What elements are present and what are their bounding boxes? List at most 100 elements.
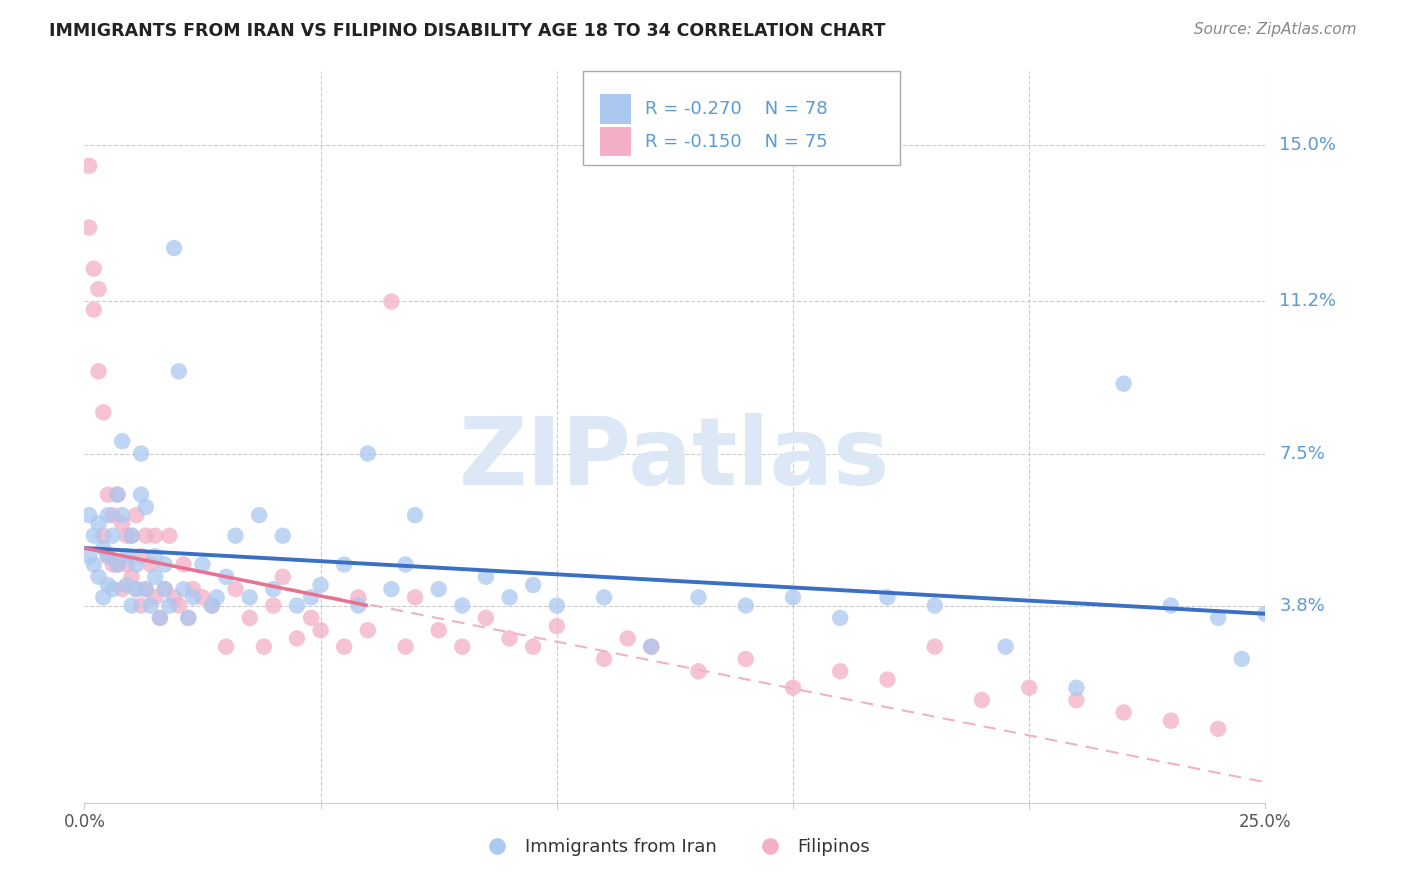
Point [91,541,114,555]
Point [1112,706,1135,720]
Point [299,611,322,625]
Point [87,282,110,296]
Point [115,558,138,572]
Point [121,599,143,613]
Point [107,558,129,572]
Text: Source: ZipAtlas.com: Source: ZipAtlas.com [1194,22,1357,37]
Point [177,611,200,625]
Point [201,599,224,613]
Point [357,624,380,638]
Legend: Immigrants from Iran, Filipinos: Immigrants from Iran, Filipinos [472,830,877,863]
Point [157,529,180,543]
Point [157,599,180,613]
Point [111,434,134,449]
Point [135,529,157,543]
Point [271,570,294,584]
Text: 3.8%: 3.8% [1279,597,1324,615]
Point [143,570,166,584]
Point [688,665,710,679]
Point [262,582,284,596]
Point [215,570,238,584]
Point [546,599,568,613]
Point [143,529,166,543]
Point [125,582,148,596]
Point [830,665,852,679]
Point [247,508,270,523]
Point [121,529,143,543]
Text: IMMIGRANTS FROM IRAN VS FILIPINO DISABILITY AGE 18 TO 34 CORRELATION CHART: IMMIGRANTS FROM IRAN VS FILIPINO DISABIL… [49,22,886,40]
Point [239,611,262,625]
Text: 15.0%: 15.0% [1279,136,1336,154]
Point [101,529,124,543]
Point [125,558,148,572]
Point [924,640,946,654]
Point [475,611,498,625]
Point [285,632,308,646]
Point [616,632,638,646]
Point [77,159,100,173]
Point [97,549,120,564]
Point [451,599,474,613]
Point [83,529,105,543]
Text: R = -0.150    N = 75: R = -0.150 N = 75 [645,133,828,151]
Point [191,558,214,572]
Point [394,640,416,654]
Point [593,591,616,605]
Point [782,591,804,605]
Point [163,241,186,255]
Point [115,549,138,564]
Point [1112,376,1135,391]
Point [143,591,166,605]
Point [427,582,450,596]
Point [91,591,114,605]
Point [1160,714,1182,728]
Point [125,582,148,596]
Point [139,599,162,613]
Point [91,405,114,419]
Point [1066,681,1088,695]
Text: 11.2%: 11.2% [1279,293,1337,310]
Point [129,487,152,501]
Point [97,549,120,564]
Point [143,549,166,564]
Point [153,582,176,596]
Point [1206,722,1229,736]
Point [404,508,426,523]
Point [135,582,157,596]
Text: ZIPatlas: ZIPatlas [460,413,890,505]
Point [994,640,1017,654]
Point [299,591,322,605]
Point [404,591,426,605]
Point [173,582,195,596]
Point [271,529,294,543]
Point [121,570,143,584]
Point [357,446,380,460]
Point [173,558,195,572]
Point [782,681,804,695]
Point [451,640,474,654]
Point [135,500,157,514]
Point [380,582,402,596]
Point [498,632,520,646]
Point [101,582,124,596]
Point [87,570,110,584]
Point [83,302,105,317]
Text: R = -0.270    N = 78: R = -0.270 N = 78 [645,100,828,118]
Point [688,591,710,605]
Point [77,549,100,564]
Point [101,558,124,572]
Point [111,508,134,523]
Point [924,599,946,613]
Point [333,558,356,572]
Point [1018,681,1040,695]
Point [498,591,520,605]
Point [101,508,124,523]
Point [181,582,204,596]
Point [83,558,105,572]
Point [876,673,898,687]
Point [129,549,152,564]
Point [546,619,568,633]
Point [181,591,204,605]
Point [262,599,284,613]
Point [640,640,662,654]
